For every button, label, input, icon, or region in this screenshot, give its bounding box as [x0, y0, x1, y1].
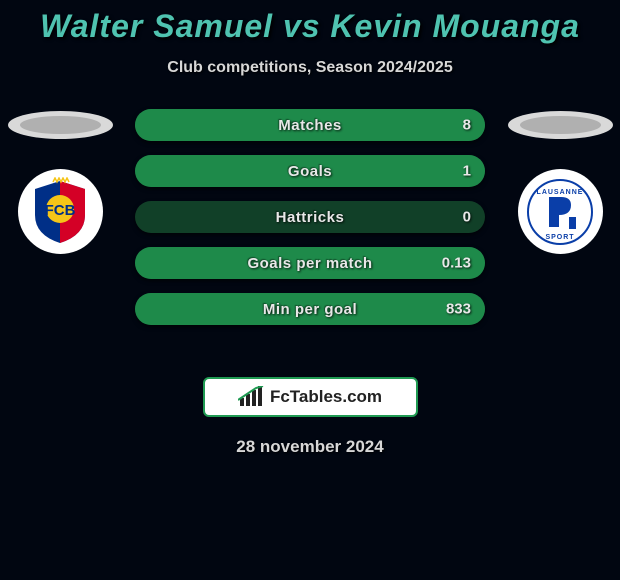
comparison-subtitle: Club competitions, Season 2024/2025: [0, 45, 620, 77]
stat-bar-label: Hattricks: [276, 209, 345, 226]
player-left-crest: FCB: [18, 169, 103, 254]
stat-bar: Goals per match 0.13: [135, 247, 485, 279]
comparison-title: Walter Samuel vs Kevin Mouanga: [0, 0, 620, 45]
stat-bar-value-right: 0.13: [442, 255, 471, 272]
stat-bar: Min per goal 833: [135, 293, 485, 325]
branding-text: FcTables.com: [270, 387, 382, 407]
stat-bar-value-right: 0: [463, 209, 471, 226]
stat-bar-label: Matches: [278, 117, 342, 134]
stat-bar-label: Goals: [288, 163, 332, 180]
stat-bar: Goals 1: [135, 155, 485, 187]
fcb-crest-icon: FCB: [25, 177, 95, 247]
svg-text:LAUSANNE: LAUSANNE: [537, 189, 584, 196]
stat-bar-value-right: 8: [463, 117, 471, 134]
player-left-silhouette: [8, 111, 113, 139]
player-left-column: FCB: [0, 109, 120, 254]
svg-text:SPORT: SPORT: [545, 234, 574, 241]
lausanne-crest-icon: LAUSANNE SPORT: [525, 177, 595, 247]
comparison-arena: FCB LAUSANNE SPORT Matches 8 Goals 1 Hattric…: [0, 109, 620, 349]
stat-bar-label: Min per goal: [263, 301, 357, 318]
chart-icon: [238, 386, 264, 408]
stat-bar: Hattricks 0: [135, 201, 485, 233]
stat-bar: Matches 8: [135, 109, 485, 141]
player-right-silhouette: [508, 111, 613, 139]
stat-bars: Matches 8 Goals 1 Hattricks 0 Goals per match 0…: [135, 109, 485, 339]
stat-bar-label: Goals per match: [247, 255, 372, 272]
player-right-column: LAUSANNE SPORT: [500, 109, 620, 254]
generation-date: 28 november 2024: [0, 437, 620, 457]
svg-text:FCB: FCB: [45, 202, 76, 219]
stat-bar-value-right: 1: [463, 163, 471, 180]
branding-badge: FcTables.com: [203, 377, 418, 417]
stat-bar-value-right: 833: [446, 301, 471, 318]
player-right-crest: LAUSANNE SPORT: [518, 169, 603, 254]
